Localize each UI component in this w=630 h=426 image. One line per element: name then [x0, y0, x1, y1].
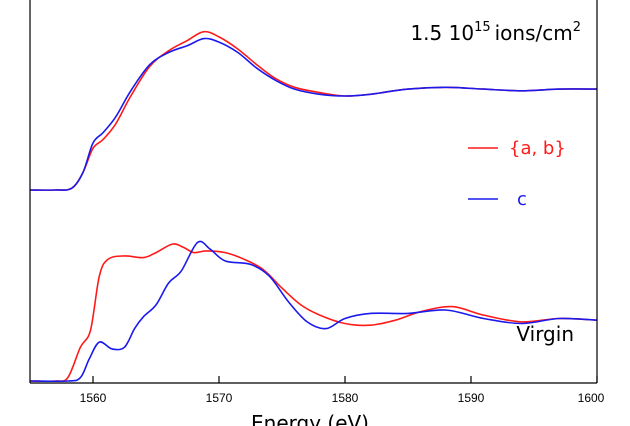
legend: {a, b} c — [468, 138, 566, 210]
top-panel-label: 1.5 1015 ions/cm2 — [410, 20, 581, 45]
x-tick-label-1580: 1580 — [332, 391, 359, 405]
legend-label-ab: {a, b} — [509, 138, 566, 159]
bottom-panel-curves — [29, 240, 598, 383]
x-tick-label-1560: 1560 — [80, 391, 107, 405]
x-ticks: 1560 1570 1580 1590 1600 — [80, 376, 605, 405]
top-series-ab-line — [29, 30, 598, 191]
x-tick-label-1600: 1600 — [578, 391, 605, 405]
top-series-c-line — [29, 37, 598, 191]
bottom-series-ab-line — [29, 243, 598, 383]
x-tick-label-1590: 1590 — [458, 391, 485, 405]
top-panel-curves — [29, 30, 598, 191]
legend-label-c: c — [517, 189, 527, 210]
bottom-panel-label: Virgin — [516, 322, 574, 346]
x-axis-title: Energy (eV) — [251, 411, 369, 426]
bottom-series-c-line — [29, 240, 598, 383]
x-tick-label-1570: 1570 — [206, 391, 233, 405]
